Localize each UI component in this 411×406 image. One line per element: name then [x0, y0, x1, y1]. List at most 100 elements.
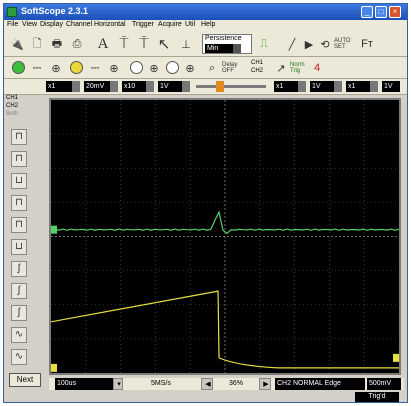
status-bar: 100us ▾ 5MS/s ◀ 36% ▶ CH2 NORMAL Edge 50…	[49, 378, 404, 390]
pulse-train-icon[interactable]: ⊓	[11, 217, 27, 233]
ch1-coupling-icon[interactable]: ⎓	[32, 61, 42, 74]
chevron-down-icon[interactable]	[334, 81, 342, 92]
radio-ch2[interactable]: CH2	[6, 103, 19, 109]
menu-display[interactable]: Display	[40, 21, 63, 28]
rising-edge-icon[interactable]: ∫	[11, 261, 27, 277]
menu-channel[interactable]: Channel	[66, 21, 93, 28]
sine-wave-icon[interactable]: ∿	[11, 327, 27, 343]
fft-icon[interactable]: Fᴛ	[361, 38, 373, 50]
ch2-mult-field[interactable]: x1	[346, 81, 370, 92]
window-title: SoftScope 2.3.1	[21, 6, 89, 16]
menu-file[interactable]: File	[7, 21, 19, 28]
play-icon[interactable]: ▶	[304, 38, 314, 51]
radio-ch1[interactable]: CH1	[6, 95, 19, 101]
scope-display[interactable]	[49, 98, 401, 375]
ch1-offset-field[interactable]: 1V	[158, 81, 182, 92]
chevron-down-icon[interactable]	[298, 81, 306, 92]
ch2-zoom-icon[interactable]: ⊕	[109, 62, 119, 75]
ch2-probe-field[interactable]: x1	[274, 81, 298, 92]
close-button[interactable]: ×	[389, 6, 401, 18]
print-icon[interactable]: 🖶	[51, 37, 63, 50]
trigger-edge-icon[interactable]: 4	[313, 62, 321, 74]
ch1-ground-marker	[51, 225, 57, 234]
cursor-measure-icon[interactable]: ⊥	[181, 38, 191, 51]
persistence-select[interactable]: Min	[205, 44, 233, 53]
ref-zoom-icon[interactable]: ⊕	[185, 62, 195, 75]
delay-off-button[interactable]: Delay OFF	[222, 62, 238, 74]
channel-2-icon[interactable]	[70, 61, 83, 74]
export-icon[interactable]: ⎙	[72, 37, 82, 50]
next-button[interactable]: Next	[9, 373, 41, 387]
waveform-plot	[51, 100, 399, 373]
radio-both[interactable]: Both	[6, 111, 19, 117]
ramp-icon[interactable]: ∫	[11, 305, 27, 321]
position-label: 36%	[229, 380, 244, 387]
trig-ch1-radio[interactable]: CH1	[251, 60, 264, 66]
scroll-right-icon[interactable]: ▶	[259, 378, 271, 390]
sample-rate-label: 5MS/s	[151, 380, 171, 387]
offset-slider-handle[interactable]	[216, 81, 224, 92]
trig-ch2-radio[interactable]: CH2	[251, 68, 264, 74]
app-window: SoftScope 2.3.1 _ □ × File View Display …	[3, 3, 408, 403]
ch1-volts-field[interactable]: 20mV	[84, 81, 110, 92]
waveform-sidebar: ⊓ ⊓ ⊔ ⊓ ⊓ ⊔ ∫ ∫ ∫ ∿ ∿	[4, 123, 46, 373]
offset-slider[interactable]	[196, 85, 266, 88]
pulse-icon[interactable]: ⎍	[260, 37, 268, 50]
maximize-button[interactable]: □	[375, 6, 387, 18]
channel-settings-bar: x1 20mV x10 1V x1 1V x1 1V	[4, 79, 407, 95]
text-icon[interactable]: A	[97, 35, 109, 52]
chevron-down-icon[interactable]: ▾	[113, 378, 123, 390]
timebase-field[interactable]: 100us	[55, 378, 113, 390]
math-zoom-icon[interactable]: ⊕	[149, 62, 159, 75]
square-wave-icon[interactable]: ⊓	[11, 129, 27, 145]
persistence-label: Persistence	[205, 35, 242, 42]
ch1-zoom-icon[interactable]: ⊕	[51, 62, 61, 75]
chevron-down-icon[interactable]	[370, 81, 378, 92]
ch2-volts-field[interactable]: 1V	[310, 81, 334, 92]
menu-view[interactable]: View	[22, 21, 38, 28]
ch2-offset-field[interactable]: 1V	[382, 81, 400, 92]
cursor-a-icon[interactable]: ⍑	[119, 36, 129, 52]
ref-icon[interactable]	[166, 61, 179, 74]
app-icon	[7, 7, 17, 17]
minimize-button[interactable]: _	[361, 6, 373, 18]
chevron-down-icon[interactable]	[146, 81, 154, 92]
menu-bar: File View Display Channel Horizontal Tri…	[4, 20, 407, 31]
menu-help[interactable]: Help	[201, 21, 216, 28]
chevron-down-icon[interactable]	[182, 81, 190, 92]
chevron-down-icon[interactable]	[110, 81, 118, 92]
math-icon[interactable]	[130, 61, 143, 74]
trigger-info: CH2 NORMAL Edge	[275, 378, 365, 390]
falling-edge-icon[interactable]: ∫	[11, 283, 27, 299]
ch1-mult-field[interactable]: x10	[122, 81, 146, 92]
norm-trig-button[interactable]: Norm Trig	[290, 62, 305, 74]
connect-icon[interactable]: 🔌	[10, 38, 24, 51]
pulse-wave-icon[interactable]: ⊓	[11, 151, 27, 167]
channel-1-icon[interactable]	[12, 61, 25, 74]
narrow-pulse-icon[interactable]: ⊔	[11, 173, 27, 189]
menu-util[interactable]: Util	[185, 21, 196, 28]
channel-toolbar: ⎓ ⊕ ⎓ ⊕ ⊕ ⊕ ⌕ Delay OFF CH1 CH2 ↗ Norm T…	[4, 57, 407, 79]
chevron-down-icon[interactable]	[72, 81, 80, 92]
slope-icon[interactable]: ╱	[288, 38, 296, 51]
cursor-b-icon[interactable]: ⍑	[139, 36, 149, 52]
scroll-left-icon[interactable]: ◀	[201, 378, 213, 390]
menu-trigger[interactable]: Trigger	[132, 21, 154, 28]
ch1-trace	[51, 210, 399, 235]
search-icon[interactable]: ⌕	[208, 61, 216, 74]
menu-acquire[interactable]: Acquire	[158, 21, 182, 28]
refresh-icon[interactable]: ⟲	[320, 38, 330, 51]
auto-set-button[interactable]: AUTO SET	[334, 38, 351, 50]
trigger-slope-icon[interactable]: ↗	[276, 62, 286, 75]
pointer-icon[interactable]: ↖	[157, 36, 171, 53]
chevron-down-icon[interactable]	[233, 44, 241, 53]
burst-wave-icon[interactable]: ⊓	[11, 195, 27, 211]
step-wave-icon[interactable]: ⊔	[11, 239, 27, 255]
ch2-coupling-icon[interactable]: ⎓	[90, 61, 100, 74]
new-document-icon[interactable]: 🗋	[32, 37, 42, 50]
ch2-ground-marker	[51, 363, 57, 372]
triangle-wave-icon[interactable]: ∿	[11, 349, 27, 365]
ch1-probe-field[interactable]: x1	[46, 81, 72, 92]
trigger-level-marker	[393, 353, 399, 362]
menu-horizontal[interactable]: Horizontal	[94, 21, 126, 28]
